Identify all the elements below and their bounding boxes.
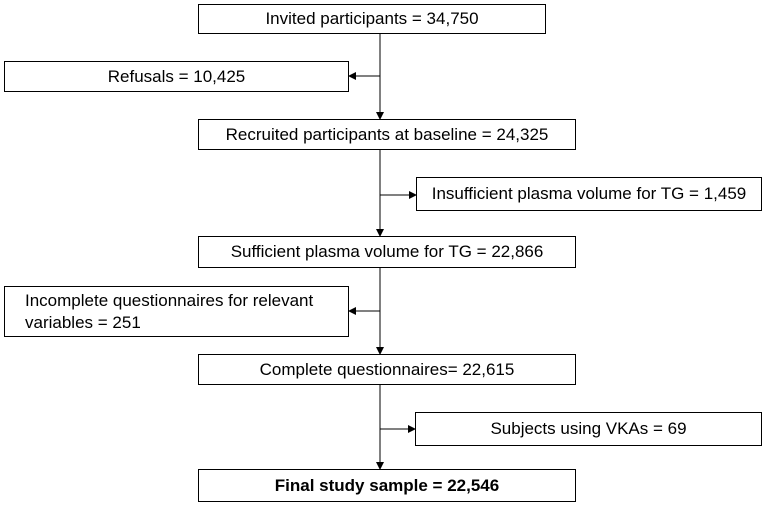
complete-questionnaires-label: Complete questionnaires= 22,615 [259,359,515,379]
insufficient-plasma-box: Insufficient plasma volume for TG = 1,45… [416,177,762,211]
incomplete-questionnaires-label: Incomplete questionnaires for relevant v… [25,291,314,332]
refusals-label: Refusals = 10,425 [107,66,246,86]
final-study-sample-label: Final study sample = 22,546 [274,475,500,495]
recruited-participants-label: Recruited participants at baseline = 24,… [225,124,549,144]
final-study-sample-box: Final study sample = 22,546 [198,469,576,502]
incomplete-questionnaires-box: Incomplete questionnaires for relevant v… [4,286,349,337]
insufficient-plasma-label: Insufficient plasma volume for TG = 1,45… [431,184,747,204]
complete-questionnaires-box: Complete questionnaires= 22,615 [198,354,576,385]
sufficient-plasma-box: Sufficient plasma volume for TG = 22,866 [198,236,576,268]
invited-participants-label: Invited participants = 34,750 [265,9,479,29]
sufficient-plasma-label: Sufficient plasma volume for TG = 22,866 [230,242,544,262]
refusals-box: Refusals = 10,425 [4,61,349,92]
invited-participants-box: Invited participants = 34,750 [198,4,546,34]
vka-users-box: Subjects using VKAs = 69 [415,412,762,446]
vka-users-label: Subjects using VKAs = 69 [490,419,687,439]
recruited-participants-box: Recruited participants at baseline = 24,… [198,119,576,150]
